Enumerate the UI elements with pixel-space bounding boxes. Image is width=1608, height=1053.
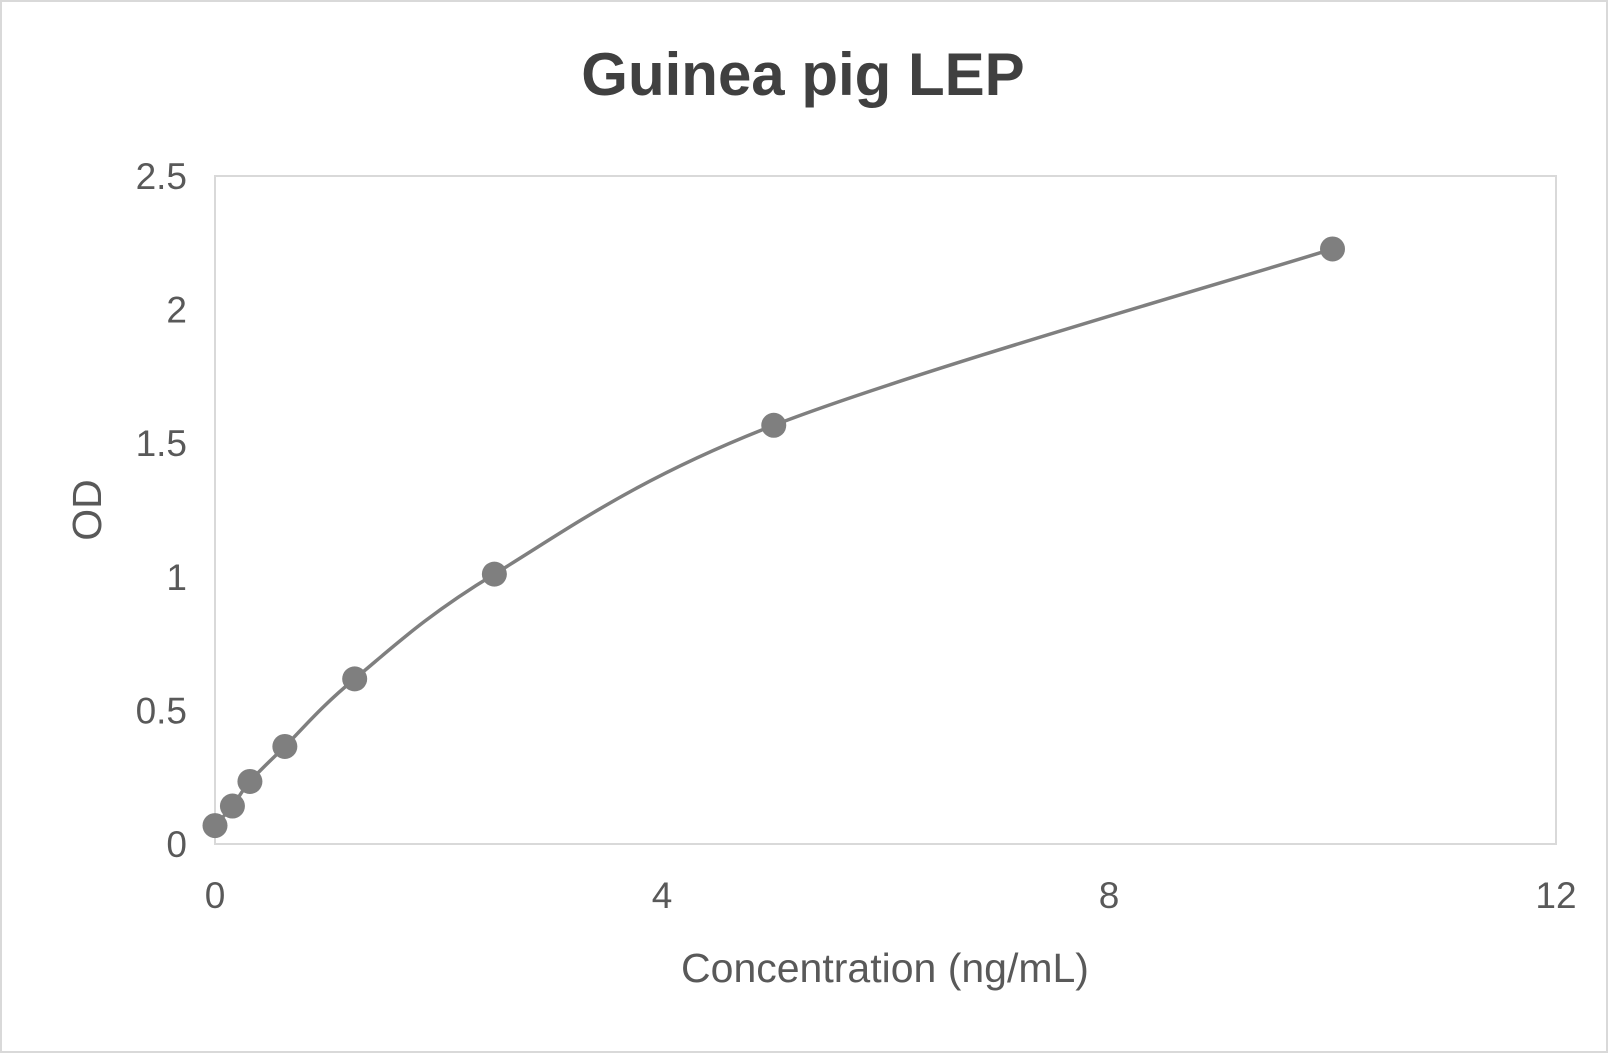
y-tick-label: 1 — [166, 557, 187, 598]
data-point — [1320, 236, 1345, 262]
y-tick-label: 2 — [166, 290, 187, 331]
x-tick-label: 0 — [205, 875, 226, 916]
x-tick-label: 4 — [652, 875, 673, 916]
y-axis-label: OD — [64, 479, 110, 541]
y-tick-label: 1.5 — [136, 423, 187, 464]
data-point — [219, 793, 245, 819]
y-tick-label: 0.5 — [136, 690, 187, 731]
x-tick-label: 12 — [1535, 875, 1576, 916]
x-axis-label: Concentration (ng/mL) — [681, 945, 1089, 991]
y-tick-label: 0 — [166, 824, 187, 865]
data-point — [272, 733, 298, 759]
data-point — [481, 561, 507, 587]
data-point — [237, 768, 263, 794]
y-tick-label: 2.5 — [136, 156, 187, 197]
x-tick-label: 8 — [1099, 875, 1120, 916]
data-point — [761, 412, 787, 438]
data-point — [342, 666, 368, 692]
data-point — [202, 813, 228, 839]
chart-title: Guinea pig LEP — [581, 41, 1024, 108]
plot-area — [214, 175, 1557, 845]
